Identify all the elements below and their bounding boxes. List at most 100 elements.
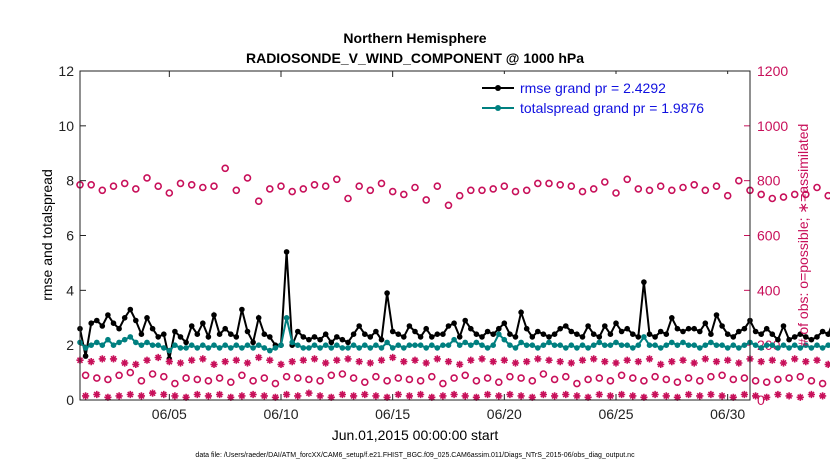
data-point	[468, 342, 474, 349]
obs-assimilated-point	[115, 392, 123, 400]
obs-assimilated-point	[400, 358, 408, 366]
obs-assimilated-point	[562, 390, 570, 399]
obs-assimilated-point	[126, 390, 134, 399]
data-point	[322, 342, 329, 349]
obs-possible-point	[640, 376, 648, 385]
data-point	[367, 345, 374, 351]
data-point	[708, 331, 714, 338]
obs-assimilated-point	[165, 358, 173, 366]
y-tick-label-right: 0	[757, 392, 765, 408]
footer-data-file: data file: /Users/raeder/DAI/ATM_forcXX/…	[195, 452, 635, 459]
obs-assimilated-point	[361, 390, 369, 399]
obs-assimilated-point	[232, 356, 240, 364]
x-axis-label: Jun.01,2015 00:00:00 start	[332, 427, 499, 443]
obs-possible-point	[478, 186, 486, 195]
obs-possible-point	[210, 182, 218, 190]
data-point	[808, 345, 815, 351]
obs-assimilated-point	[199, 355, 207, 363]
data-point	[814, 334, 820, 340]
data-point	[110, 342, 117, 349]
obs-assimilated-point	[690, 359, 698, 367]
data-point	[568, 342, 575, 349]
data-point	[484, 328, 491, 335]
obs-assimilated-point	[299, 356, 307, 364]
data-point	[88, 320, 94, 327]
y-tick-label-left: 0	[66, 392, 74, 408]
data-point	[183, 339, 189, 346]
data-point	[155, 342, 161, 349]
data-point	[814, 342, 820, 349]
obs-assimilated-point	[394, 390, 402, 399]
obs-possible-point	[338, 370, 347, 378]
obs-assimilated-point	[718, 392, 726, 400]
data-point	[345, 345, 351, 351]
data-point	[512, 334, 519, 340]
obs-possible-point	[634, 185, 643, 193]
data-point	[529, 334, 536, 340]
data-point	[618, 342, 625, 349]
data-point	[423, 325, 430, 332]
obs-possible-point	[383, 376, 391, 385]
obs-possible-point	[545, 179, 553, 188]
obs-possible-point	[444, 201, 453, 210]
data-point	[88, 342, 94, 349]
obs-possible-point	[762, 378, 771, 387]
obs-possible-point	[801, 190, 810, 199]
obs-assimilated-point	[768, 356, 776, 364]
obs-assimilated-point	[729, 393, 737, 401]
data-point	[228, 345, 234, 351]
obs-possible-point	[321, 182, 330, 190]
data-point	[183, 345, 189, 351]
data-point	[652, 334, 658, 340]
obs-possible-point	[271, 379, 280, 388]
obs-assimilated-point	[193, 390, 201, 399]
data-point	[724, 345, 731, 351]
data-point	[216, 345, 223, 351]
data-point	[585, 345, 591, 351]
data-point	[367, 334, 374, 340]
data-point	[317, 336, 323, 343]
series-3	[81, 368, 827, 388]
obs-assimilated-point	[740, 390, 748, 399]
data-point	[177, 334, 184, 340]
data-point	[177, 345, 184, 351]
data-point	[105, 312, 111, 318]
obs-assimilated-point	[785, 392, 793, 400]
data-point	[518, 309, 524, 316]
obs-assimilated-point	[327, 393, 335, 401]
y-axis-label-left: rmse and totalspread	[39, 169, 55, 301]
data-point	[378, 336, 385, 343]
data-point	[680, 339, 686, 346]
obs-possible-point	[500, 182, 509, 190]
data-point	[663, 342, 670, 349]
data-point	[362, 331, 368, 338]
data-point	[730, 342, 737, 349]
obs-assimilated-point	[707, 390, 715, 399]
data-point	[652, 342, 658, 349]
obs-possible-point	[193, 375, 202, 384]
obs-assimilated-point	[752, 392, 760, 400]
obs-assimilated-point	[428, 393, 436, 401]
obs-possible-point	[411, 183, 419, 192]
obs-possible-point	[81, 371, 90, 380]
obs-assimilated-point	[439, 392, 447, 400]
obs-assimilated-point	[662, 392, 670, 400]
obs-assimilated-point	[294, 392, 302, 400]
data-point	[607, 331, 614, 338]
data-point	[791, 334, 798, 340]
data-point	[808, 336, 815, 343]
data-point	[350, 342, 357, 349]
obs-assimilated-point	[316, 392, 324, 400]
obs-assimilated-point	[322, 359, 330, 367]
obs-assimilated-point	[696, 392, 704, 400]
obs-possible-point	[796, 372, 805, 381]
obs-assimilated-point	[578, 356, 587, 364]
obs-assimilated-point	[238, 392, 246, 400]
data-point	[144, 339, 150, 346]
data-point	[730, 334, 737, 340]
obs-assimilated-point	[813, 356, 821, 364]
data-point	[786, 345, 792, 351]
data-point	[630, 331, 636, 338]
data-point	[557, 342, 563, 349]
obs-possible-point	[701, 186, 710, 195]
